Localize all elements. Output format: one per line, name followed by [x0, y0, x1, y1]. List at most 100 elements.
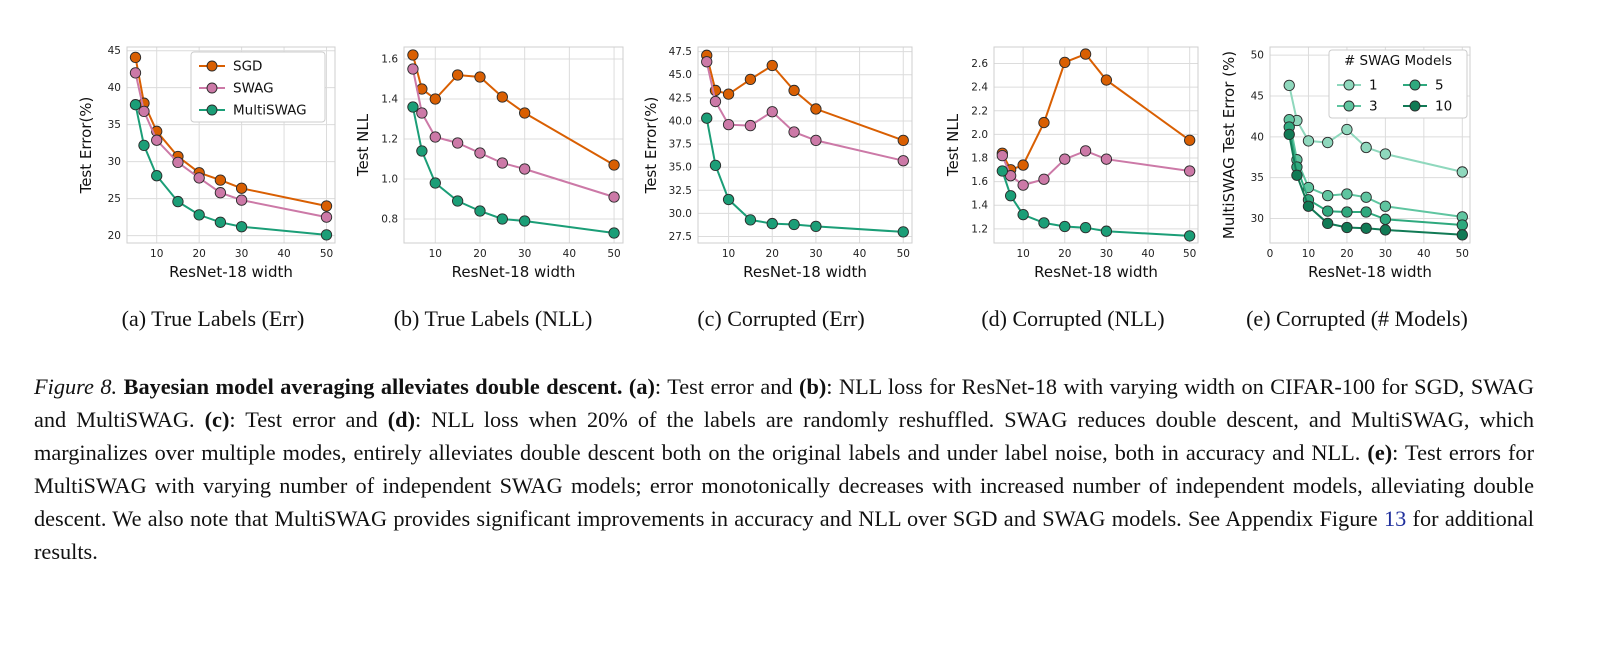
subcaption: (e) Corrupted (# Models)	[1246, 306, 1468, 331]
x-tick-label: 30	[1100, 248, 1113, 260]
data-point	[129, 67, 142, 79]
legend-label: 1	[1369, 78, 1378, 94]
data-point	[701, 112, 713, 124]
data-point	[172, 195, 184, 208]
data-point	[744, 73, 757, 86]
x-tick-label: 10	[1016, 248, 1029, 260]
data-point	[1184, 134, 1196, 146]
series-line-swag	[1001, 149, 1190, 187]
x-tick-label: 20	[1340, 248, 1353, 260]
data-point	[608, 227, 620, 239]
y-tick-label: 42.5	[669, 92, 692, 104]
y-tick-label: 40	[108, 82, 121, 94]
y-tick-label: 1.0	[381, 174, 398, 186]
caption-panel-ref: (a)	[628, 374, 655, 399]
data-point	[608, 191, 620, 203]
data-point	[519, 107, 531, 119]
series-line-swag	[705, 61, 904, 162]
data-point	[214, 187, 227, 199]
data-point	[1017, 159, 1029, 171]
data-point	[138, 139, 150, 152]
caption-text: : Test error and	[229, 407, 388, 432]
legend-marker	[206, 104, 218, 116]
data-point	[744, 214, 757, 226]
x-tick-label: 50	[1456, 248, 1469, 260]
x-tick-label: 10	[429, 248, 442, 260]
data-point	[1302, 135, 1315, 147]
data-point	[429, 93, 441, 105]
data-point	[897, 155, 909, 167]
chart-panel-d: 10 20 30 40 50 1.2 1.4 1.6 1.8 2.0 2.2 2.4 2.6 ResNet…	[944, 46, 1199, 331]
y-tick-label: 40.0	[669, 115, 692, 127]
data-point	[235, 194, 248, 206]
data-point	[766, 106, 778, 118]
data-point	[1184, 165, 1196, 177]
caption-text: : NLL loss when 20% of the labels are ra…	[34, 407, 1534, 465]
plot-frame	[403, 46, 624, 244]
data-point	[320, 211, 333, 223]
legend-marker	[1343, 100, 1355, 112]
data-point	[172, 156, 184, 169]
legend-label: 5	[1435, 78, 1444, 94]
data-point	[1341, 123, 1353, 136]
x-tick-label: 50	[320, 248, 333, 260]
x-tick-label: 40	[853, 248, 866, 260]
data-point	[193, 172, 205, 184]
data-point	[1059, 153, 1071, 165]
data-point	[416, 107, 428, 119]
data-point	[451, 137, 464, 149]
data-point	[1360, 206, 1372, 218]
y-tick-label: 1.2	[971, 223, 988, 235]
y-tick-label: 1.8	[971, 152, 988, 164]
data-point	[709, 159, 722, 171]
series-line-10	[1288, 134, 1463, 236]
data-point	[722, 119, 735, 131]
data-point	[897, 226, 909, 238]
y-tick-label: 30	[1251, 213, 1264, 225]
y-tick-label: 40	[1251, 131, 1264, 143]
y-tick-label: 2.4	[971, 82, 988, 94]
data-point	[1005, 190, 1017, 202]
data-point	[1341, 206, 1353, 218]
data-point	[474, 71, 486, 83]
data-point	[1360, 141, 1372, 154]
data-point	[496, 213, 508, 225]
legend-label: MultiSWAG	[233, 103, 307, 119]
data-point	[766, 59, 778, 72]
y-tick-label: 45.0	[669, 69, 692, 81]
y-tick-label: 45	[108, 45, 121, 57]
legend-label: SGD	[233, 59, 262, 75]
data-point	[788, 126, 800, 138]
data-point	[429, 177, 441, 189]
x-axis-label: ResNet-18 width	[1308, 263, 1432, 281]
data-point	[1079, 222, 1092, 234]
data-point	[151, 170, 163, 182]
caption-panel-ref: (e)	[1367, 440, 1393, 465]
subcaption: (d) Corrupted (NLL)	[981, 306, 1164, 331]
caption-panel-ref: (c)	[204, 407, 230, 432]
x-axis-label: ResNet-18 width	[743, 263, 867, 281]
data-point	[1341, 221, 1353, 234]
plot-frame	[126, 46, 336, 244]
data-point	[1379, 148, 1392, 160]
x-tick-label: 10	[1302, 248, 1315, 260]
data-point	[1322, 217, 1334, 230]
x-tick-label: 40	[1417, 248, 1430, 260]
y-tick-label: 37.5	[669, 139, 692, 151]
caption-figure-link[interactable]: 13	[1383, 506, 1407, 531]
legend-marker	[1343, 79, 1355, 91]
data-point	[1456, 219, 1468, 231]
figure-title: Bayesian model averaging alleviates doub…	[123, 374, 623, 399]
x-axis-label: ResNet-18 width	[169, 263, 293, 281]
data-point	[1360, 191, 1372, 203]
series-line-sgd	[1001, 52, 1191, 172]
x-axis-label: ResNet-18 width	[452, 263, 576, 281]
caption-text: for additional results.	[34, 506, 1534, 564]
data-point	[996, 149, 1008, 162]
data-point	[788, 218, 800, 231]
data-point	[1322, 189, 1334, 202]
legend-box	[190, 51, 326, 123]
legend-marker	[1409, 100, 1421, 112]
data-point	[1038, 116, 1050, 129]
